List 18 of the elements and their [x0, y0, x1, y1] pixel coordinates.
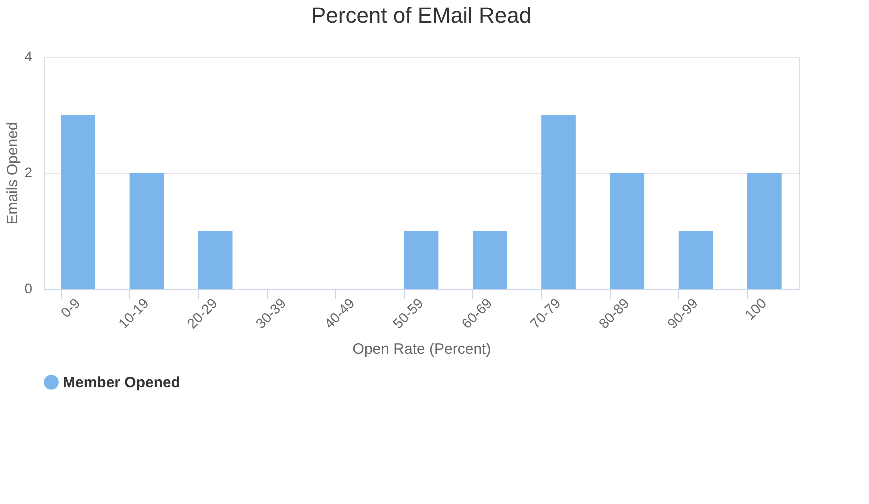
y-tick-label: 2 — [24, 164, 33, 180]
y-tick-label: 4 — [24, 48, 33, 64]
bar — [61, 115, 96, 289]
bar — [610, 173, 645, 289]
bar — [678, 231, 714, 289]
y-tick-label: 0 — [24, 280, 33, 296]
bar — [404, 231, 439, 289]
bar — [198, 231, 233, 289]
legend-label: Member Opened — [63, 374, 181, 392]
chart-title: Percent of EMail Read — [311, 3, 532, 28]
x-tick-label: 100 — [742, 294, 770, 323]
bar — [472, 231, 508, 289]
x-tick-label: 0-9 — [58, 294, 84, 321]
bar — [130, 173, 164, 289]
bar — [542, 115, 576, 289]
y-axis-title: Emails Opened — [4, 122, 22, 225]
bar — [748, 173, 782, 289]
x-axis-title: Open Rate (Percent) — [352, 340, 492, 358]
